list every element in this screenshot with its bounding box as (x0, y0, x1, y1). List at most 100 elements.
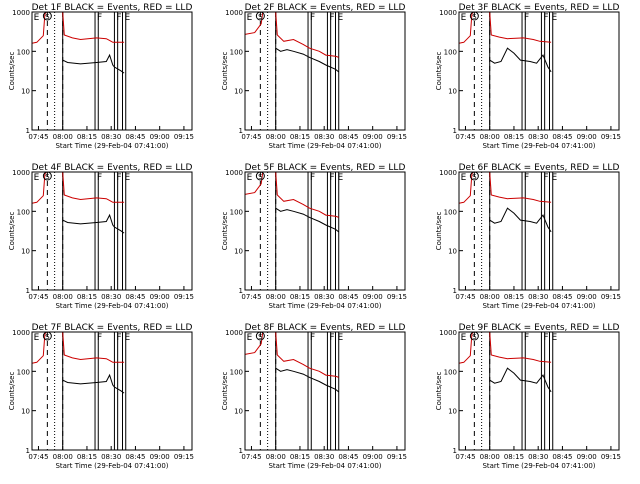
marker-s-circle (469, 171, 479, 181)
marker-f-label: F (524, 173, 529, 183)
marker-f-label-2: F (329, 333, 334, 343)
y-tick-label: 100 (444, 208, 457, 216)
x-tick-label: 07:45 (28, 453, 48, 461)
chart-title: Det 8F BLACK = Events, RED = LLD (245, 323, 406, 333)
y-tick-label: 1 (239, 447, 243, 455)
x-tick-label: 08:30 (528, 293, 548, 301)
x-tick-label: 08:45 (338, 293, 358, 301)
series-line-events (275, 367, 340, 393)
marker-e-label: E (461, 173, 467, 183)
x-tick-label: 08:30 (101, 293, 121, 301)
x-tick-label: 09:15 (601, 133, 621, 141)
marker-e-label: E (247, 333, 253, 343)
marker-e-label: E (34, 333, 40, 343)
chart-title: Det 3F BLACK = Events, RED = LLD (459, 3, 620, 13)
chart-title: Det 6F BLACK = Events, RED = LLD (459, 163, 620, 173)
x-tick-label: 08:00 (266, 453, 286, 461)
y-tick-label: 100 (444, 368, 457, 376)
y-tick-label: 10 (21, 88, 30, 96)
chart-panel-1: Det 1F BLACK = Events, RED = LLD 1 10 100 10… (8, 3, 194, 150)
x-tick-label: 09:00 (150, 293, 170, 301)
y-tick-label: 1000 (225, 169, 243, 177)
plot-frame (458, 331, 620, 451)
y-tick-label: 10 (234, 408, 243, 416)
x-tick-label: 08:15 (77, 133, 97, 141)
x-tick-label: 08:00 (480, 293, 500, 301)
y-tick-label: 10 (448, 408, 457, 416)
series-line-events (275, 207, 340, 233)
y-tick-label: 1000 (439, 169, 457, 177)
x-axis-label: Start Time (29-Feb-04 07:41:00) (268, 462, 381, 470)
x-tick-label: 09:15 (387, 293, 407, 301)
y-tick-label: 1 (26, 447, 30, 455)
y-tick-label: 10 (448, 88, 457, 96)
chart-title: Det 9F BLACK = Events, RED = LLD (459, 323, 620, 333)
x-axis-label: Start Time (29-Feb-04 07:41:00) (482, 302, 595, 310)
chart-panel-7: Det 7F BLACK = Events, RED = LLD 1 10 100 10… (8, 323, 194, 470)
x-tick-label: 09:00 (577, 133, 597, 141)
x-axis-label: Start Time (29-Feb-04 07:41:00) (268, 302, 381, 310)
x-tick-label: 08:15 (290, 293, 310, 301)
x-tick-label: 09:15 (174, 453, 194, 461)
marker-f-label: F (310, 173, 315, 183)
series-line-events (489, 367, 552, 393)
marker-s-label: S (45, 333, 50, 341)
x-tick-label: 08:30 (528, 133, 548, 141)
marker-f-label: F (310, 333, 315, 343)
marker-s-circle (42, 11, 52, 21)
series-line-events (489, 207, 552, 233)
y-tick-label: 1 (239, 287, 243, 295)
marker-f-label-2: F (116, 333, 121, 343)
x-tick-label: 07:45 (455, 133, 475, 141)
x-tick-label: 08:00 (53, 293, 73, 301)
marker-f-label: F (97, 173, 102, 183)
y-tick-label: 1 (453, 287, 457, 295)
x-tick-label: 09:00 (363, 453, 383, 461)
x-tick-label: 08:15 (504, 293, 524, 301)
series-line-events (62, 53, 125, 74)
x-tick-label: 08:15 (504, 453, 524, 461)
x-tick-label: 09:00 (150, 453, 170, 461)
x-tick-label: 08:15 (77, 453, 97, 461)
marker-e-label-2: E (552, 333, 558, 343)
marker-e-label-2: E (338, 173, 344, 183)
marker-s-circle (255, 171, 265, 181)
plot-frame (244, 331, 406, 451)
y-tick-label: 1000 (225, 9, 243, 17)
y-tick-label: 100 (230, 368, 243, 376)
x-tick-label: 08:15 (290, 453, 310, 461)
marker-s-circle (255, 331, 265, 341)
x-tick-label: 08:45 (338, 133, 358, 141)
x-tick-label: 07:45 (241, 453, 261, 461)
marker-e-label-2: E (338, 333, 344, 343)
x-tick-label: 08:30 (101, 453, 121, 461)
x-tick-label: 08:00 (480, 133, 500, 141)
x-tick-label: 08:30 (314, 133, 334, 141)
y-axis-label: Counts/sec (8, 212, 16, 251)
y-tick-label: 1 (453, 447, 457, 455)
x-tick-label: 08:15 (77, 293, 97, 301)
x-tick-label: 08:45 (125, 453, 145, 461)
marker-e-label: E (247, 173, 253, 183)
chart-title: Det 2F BLACK = Events, RED = LLD (245, 3, 406, 13)
plot-frame (458, 11, 620, 131)
chart-panel-2: Det 2F BLACK = Events, RED = LLD 1 10 100 10… (221, 3, 407, 150)
x-axis-label: Start Time (29-Feb-04 07:41:00) (55, 142, 168, 150)
marker-e-label-2: E (125, 333, 131, 343)
x-axis-label: Start Time (29-Feb-04 07:41:00) (55, 302, 168, 310)
x-tick-label: 08:00 (53, 133, 73, 141)
marker-f-label-2: F (543, 173, 548, 183)
series-line-lld (244, 11, 339, 58)
x-tick-label: 09:15 (601, 293, 621, 301)
x-tick-label: 08:30 (528, 453, 548, 461)
x-tick-label: 07:45 (241, 293, 261, 301)
series-line-events (489, 47, 552, 73)
x-axis-label: Start Time (29-Feb-04 07:41:00) (482, 142, 595, 150)
marker-e-label: E (34, 173, 40, 183)
x-tick-label: 09:15 (601, 453, 621, 461)
series-line-lld (458, 11, 552, 44)
x-tick-label: 07:45 (241, 133, 261, 141)
marker-f-label: F (310, 13, 315, 23)
x-tick-label: 08:45 (125, 133, 145, 141)
